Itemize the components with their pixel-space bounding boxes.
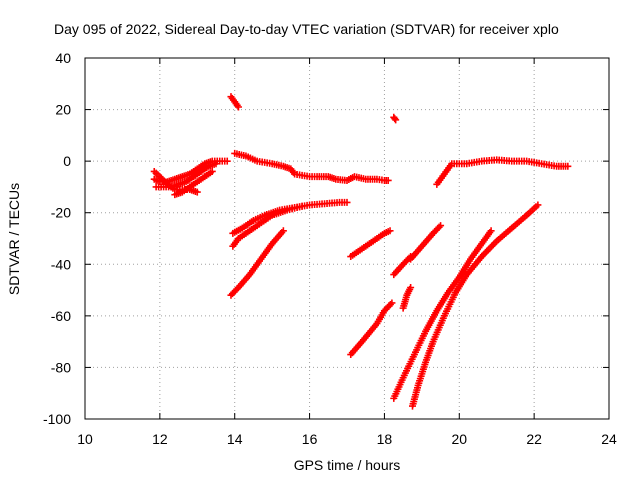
series-arc-18 — [433, 156, 572, 188]
x-tick-label: 16 — [302, 431, 318, 447]
x-tick-label: 14 — [227, 431, 243, 447]
data-point — [384, 176, 392, 184]
series-arc-5 — [227, 93, 242, 111]
data-point — [487, 227, 495, 235]
y-tick-label: -20 — [51, 205, 71, 221]
data-point — [223, 157, 231, 165]
series-arc-8 — [229, 202, 306, 250]
axis-ticks: 10 12 14 16 18 20 22 24 -100 -80 -60 -40 -20 0 20 40 — [43, 50, 617, 447]
series-arc-9 — [227, 227, 287, 299]
data-point — [193, 188, 201, 196]
data-point — [298, 202, 306, 210]
series-arc-4 — [171, 167, 216, 199]
y-tick-label: -40 — [51, 256, 71, 272]
data-point — [212, 160, 220, 168]
x-axis-title: GPS time / hours — [294, 457, 401, 473]
y-tick-label: -80 — [51, 359, 71, 375]
data-point — [343, 198, 351, 206]
y-tick-label: 20 — [55, 102, 71, 118]
x-tick-label: 18 — [377, 431, 393, 447]
series-arc-17 — [409, 201, 542, 410]
y-tick-label: 0 — [63, 153, 71, 169]
series-arc-15 — [407, 222, 445, 263]
data-point — [564, 162, 572, 170]
series-arc-14 — [399, 283, 415, 312]
plot-frame — [84, 57, 610, 420]
y-axis-title: SDTVAR / TECUs — [6, 183, 22, 295]
data-point — [386, 227, 394, 235]
data-point — [391, 115, 399, 123]
series-arc-3 — [152, 160, 220, 191]
data-point — [407, 283, 415, 291]
x-tick-label: 12 — [152, 431, 168, 447]
y-tick-label: -60 — [51, 308, 71, 324]
data-point — [392, 116, 400, 124]
series-arc-10 — [347, 227, 394, 261]
series-arc-11 — [347, 299, 396, 359]
data-points — [150, 93, 572, 410]
y-tick-label: -100 — [43, 411, 71, 427]
series-arc-12 — [390, 113, 400, 124]
chart-title: Day 095 of 2022, Sidereal Day-to-day VTE… — [54, 21, 559, 37]
data-point — [234, 103, 242, 111]
data-point — [388, 299, 396, 307]
grid — [85, 58, 609, 419]
data-point — [208, 167, 216, 175]
x-tick-label: 10 — [77, 431, 93, 447]
data-point — [534, 201, 542, 209]
x-tick-label: 22 — [526, 431, 542, 447]
x-tick-label: 20 — [451, 431, 467, 447]
x-tick-label: 24 — [601, 431, 617, 447]
data-point — [279, 227, 287, 235]
y-tick-label: 40 — [55, 50, 71, 66]
series-arc-6 — [231, 149, 392, 184]
data-point — [437, 222, 445, 230]
series-arc-16 — [390, 227, 495, 402]
